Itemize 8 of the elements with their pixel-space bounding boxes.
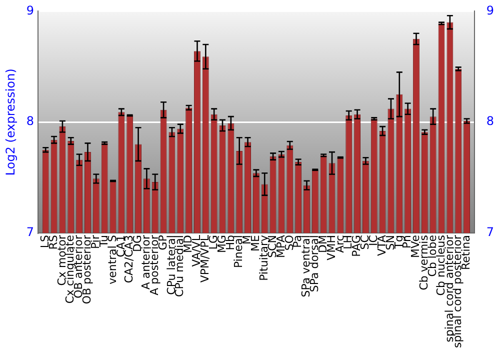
y-axis-title: Log2 (expression) [3, 68, 18, 176]
y-tick-label: 7 [26, 225, 34, 240]
y2-tick-label: 9 [486, 3, 494, 18]
y-tick-label: 8 [26, 114, 34, 128]
y2-tick-label: 8 [486, 114, 494, 128]
y-tick-label: 9 [26, 3, 34, 18]
x-tick-label: Retina [460, 235, 473, 270]
y2-tick-label: 7 [486, 225, 494, 240]
